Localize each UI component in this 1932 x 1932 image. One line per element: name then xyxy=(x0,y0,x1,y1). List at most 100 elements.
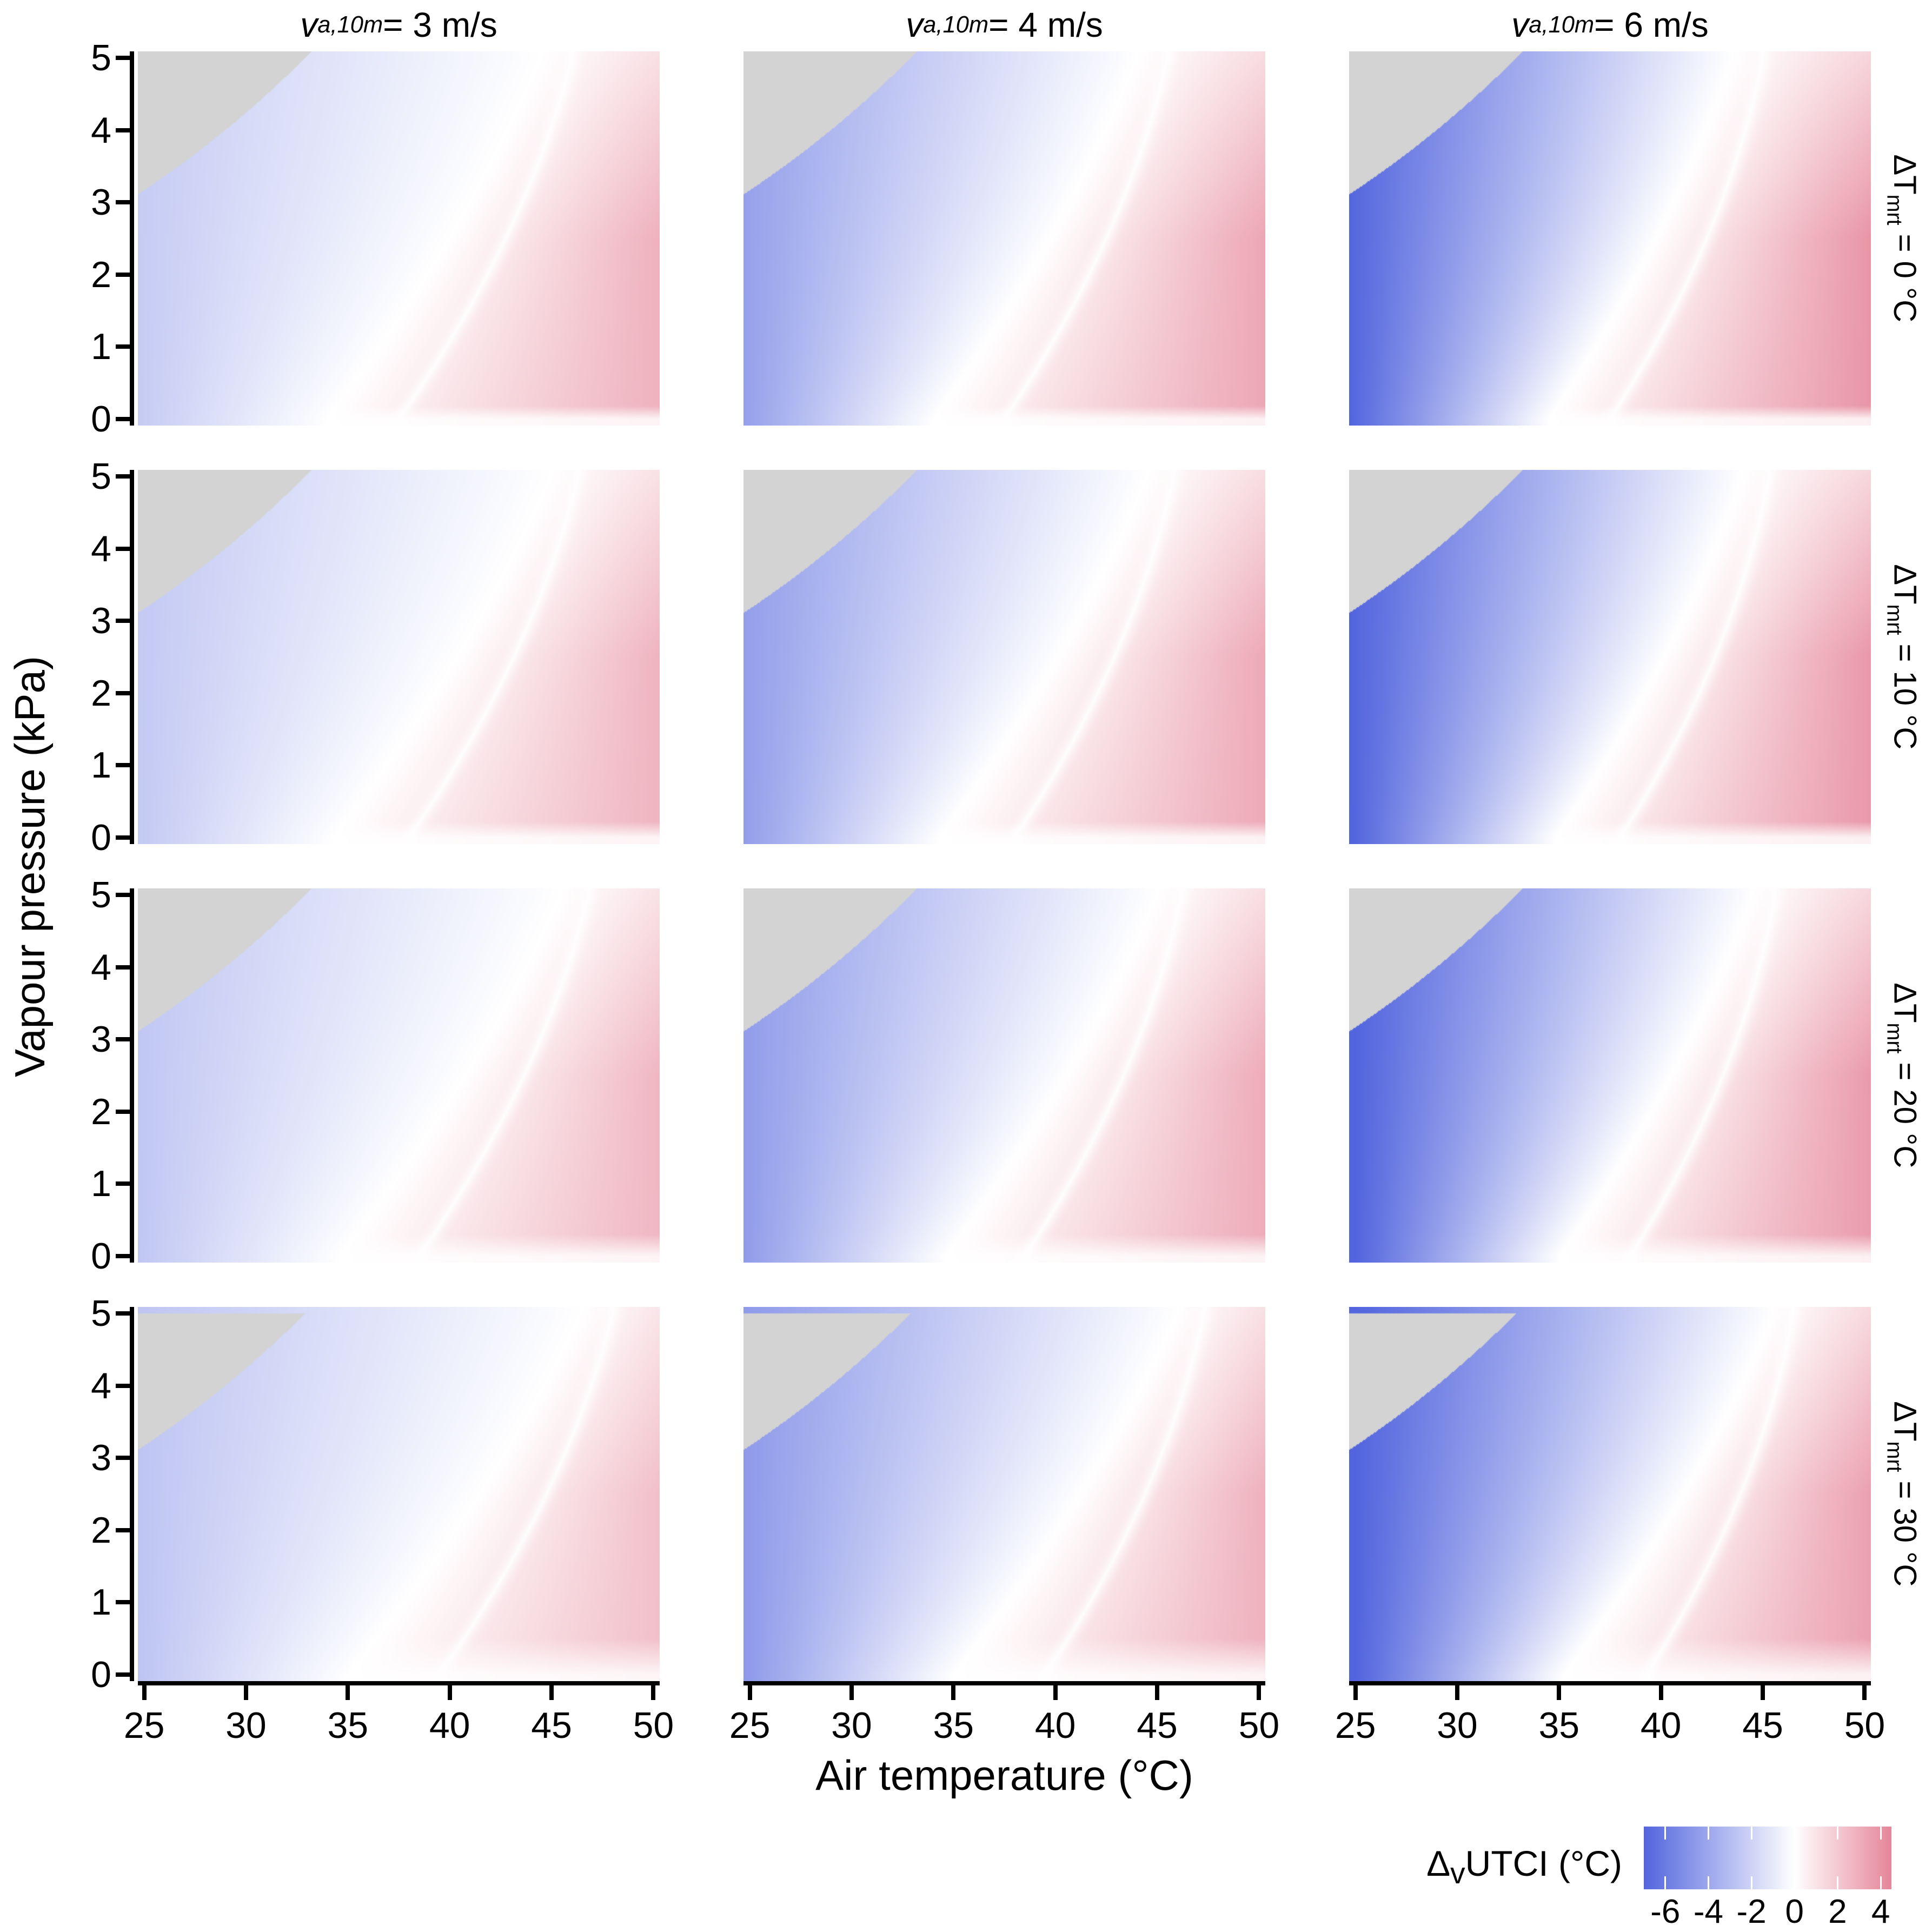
legend-title-sub: v xyxy=(1450,1856,1465,1890)
col-title-sub: a,10m xyxy=(923,11,989,38)
row-facet-label: ΔTmrt = 10 °C xyxy=(1882,565,1923,750)
y-axis-tick-label: 4 xyxy=(91,946,111,988)
y-axis-tick-label: 1 xyxy=(91,1582,111,1623)
y-axis-tick-label: 4 xyxy=(91,1365,111,1406)
row-label-value: = 10 °C xyxy=(1887,635,1922,750)
legend-tick-mark xyxy=(1750,1827,1752,1840)
x-axis-tick-label: 50 xyxy=(633,1705,674,1746)
x-axis-tick-label: 40 xyxy=(429,1705,470,1746)
legend-title-rest: UTCI (°C) xyxy=(1465,1843,1622,1883)
y-axis-tick xyxy=(116,128,130,132)
y-axis-tick-label: 5 xyxy=(91,37,111,79)
y-axis-tick xyxy=(116,1672,130,1677)
y-axis-tick xyxy=(116,965,130,970)
x-axis-tick-label: 25 xyxy=(1335,1705,1376,1746)
heatmap-panel-r2c0 xyxy=(138,888,660,1263)
row-label-var: ΔT xyxy=(1887,154,1922,195)
legend-tick-mark xyxy=(1707,1876,1709,1889)
y-axis-tick xyxy=(116,344,130,349)
y-axis-tick-label: 2 xyxy=(91,1091,111,1132)
heatmap-panel-r3c2 xyxy=(1349,1307,1871,1681)
x-axis-tick-label: 50 xyxy=(1844,1705,1885,1746)
legend-tick-label: 4 xyxy=(1871,1893,1890,1930)
y-axis-tick xyxy=(116,763,130,768)
y-axis-tick-label: 5 xyxy=(91,1293,111,1335)
heatmap-panel-r0c0 xyxy=(138,51,660,426)
legend-tick-mark xyxy=(1836,1876,1838,1889)
row-label-value: = 30 °C xyxy=(1887,1472,1922,1587)
y-axis-tick-label: 3 xyxy=(91,1019,111,1060)
legend-tick-mark xyxy=(1664,1827,1667,1840)
x-axis-tick xyxy=(651,1685,656,1700)
y-axis-tick xyxy=(116,1037,130,1042)
x-axis-tick xyxy=(142,1685,147,1700)
x-axis-tick-label: 30 xyxy=(1437,1705,1478,1746)
row-label-sub: mrt xyxy=(1882,604,1907,635)
heatmap-panel-r1c0 xyxy=(138,470,660,844)
row-facet-label: ΔTmrt = 30 °C xyxy=(1882,1402,1923,1587)
x-axis-tick xyxy=(1455,1685,1459,1700)
x-axis-line xyxy=(743,1681,1265,1685)
legend-colorbar: -6 -4 -2 0 2 4 xyxy=(1644,1827,1891,1930)
col-title-value: = 4 m/s xyxy=(988,5,1103,44)
heatmap-panel-r0c1 xyxy=(743,51,1265,426)
y-axis-tick xyxy=(116,835,130,840)
legend-title: ΔvUTCI (°C) xyxy=(1325,1843,1622,1890)
y-axis-line xyxy=(130,470,134,844)
x-axis-tick-label: 25 xyxy=(729,1705,771,1746)
y-axis-tick xyxy=(116,1600,130,1605)
y-axis-tick-label: 1 xyxy=(91,1163,111,1205)
row-facet-label-box-0c: ΔTmrt = 0 °C xyxy=(1873,51,1932,426)
x-axis-tick-label: 45 xyxy=(531,1705,572,1746)
x-axis-tick-label: 40 xyxy=(1034,1705,1076,1746)
x-axis-tick xyxy=(1862,1685,1867,1700)
row-facet-label: ΔTmrt = 20 °C xyxy=(1882,983,1923,1169)
legend-tick-mark xyxy=(1880,1876,1882,1889)
x-axis-tick xyxy=(1658,1685,1663,1700)
y-axis-title: Vapour pressure (kPa) xyxy=(5,655,54,1077)
heatmap-panel-r3c1 xyxy=(743,1307,1265,1681)
y-axis-tick-label: 5 xyxy=(91,456,111,497)
y-axis-tick xyxy=(116,1311,130,1316)
col-title-var: v xyxy=(300,5,318,44)
x-axis-tick xyxy=(1257,1685,1262,1700)
y-axis-tick-label: 3 xyxy=(91,1437,111,1479)
legend-title-delta: Δ xyxy=(1426,1843,1451,1883)
col-title-sub: a,10m xyxy=(317,11,383,38)
x-axis-title: Air temperature (°C) xyxy=(815,1751,1193,1799)
row-label-var: ΔT xyxy=(1887,1401,1922,1442)
x-axis-tick xyxy=(447,1685,452,1700)
row-label-sub: mrt xyxy=(1882,194,1907,225)
row-label-var: ΔT xyxy=(1887,982,1922,1023)
legend-tick-mark xyxy=(1750,1876,1752,1889)
heatmap-panel-r3c0 xyxy=(138,1307,660,1681)
y-axis-tick xyxy=(116,56,130,61)
y-axis-title-box: Vapour pressure (kPa) xyxy=(0,51,59,1681)
heatmap-panel-r2c2 xyxy=(1349,888,1871,1263)
x-axis-tick xyxy=(243,1685,248,1700)
y-axis-tick-label: 0 xyxy=(91,1235,111,1277)
row-facet-label-box-10c: ΔTmrt = 10 °C xyxy=(1873,470,1932,844)
legend-tick-label: -2 xyxy=(1736,1893,1767,1930)
y-axis-tick-label: 3 xyxy=(91,600,111,642)
y-axis-tick-label: 3 xyxy=(91,182,111,223)
x-axis-tick-label: 50 xyxy=(1238,1705,1280,1746)
y-axis-tick-label: 4 xyxy=(91,528,111,569)
x-axis-tick xyxy=(1761,1685,1765,1700)
y-axis-line xyxy=(130,51,134,426)
heatmap-panel-r2c1 xyxy=(743,888,1265,1263)
legend-tick-label: -6 xyxy=(1650,1893,1681,1930)
heatmap-panel-r1c1 xyxy=(743,470,1265,844)
heatmap-panel-r0c2 xyxy=(1349,51,1871,426)
x-axis-tick xyxy=(1053,1685,1058,1700)
y-axis-tick-label: 0 xyxy=(91,1654,111,1695)
y-axis-tick xyxy=(116,1109,130,1114)
y-axis-tick-label: 4 xyxy=(91,109,111,151)
row-label-value: = 20 °C xyxy=(1887,1053,1922,1169)
y-axis-tick xyxy=(116,1528,130,1532)
col-title-var: v xyxy=(1511,5,1529,44)
legend-tick-mark xyxy=(1836,1827,1838,1840)
x-axis-tick xyxy=(346,1685,350,1700)
col-facet-title-4ms: v a,10m = 4 m/s xyxy=(743,0,1265,50)
